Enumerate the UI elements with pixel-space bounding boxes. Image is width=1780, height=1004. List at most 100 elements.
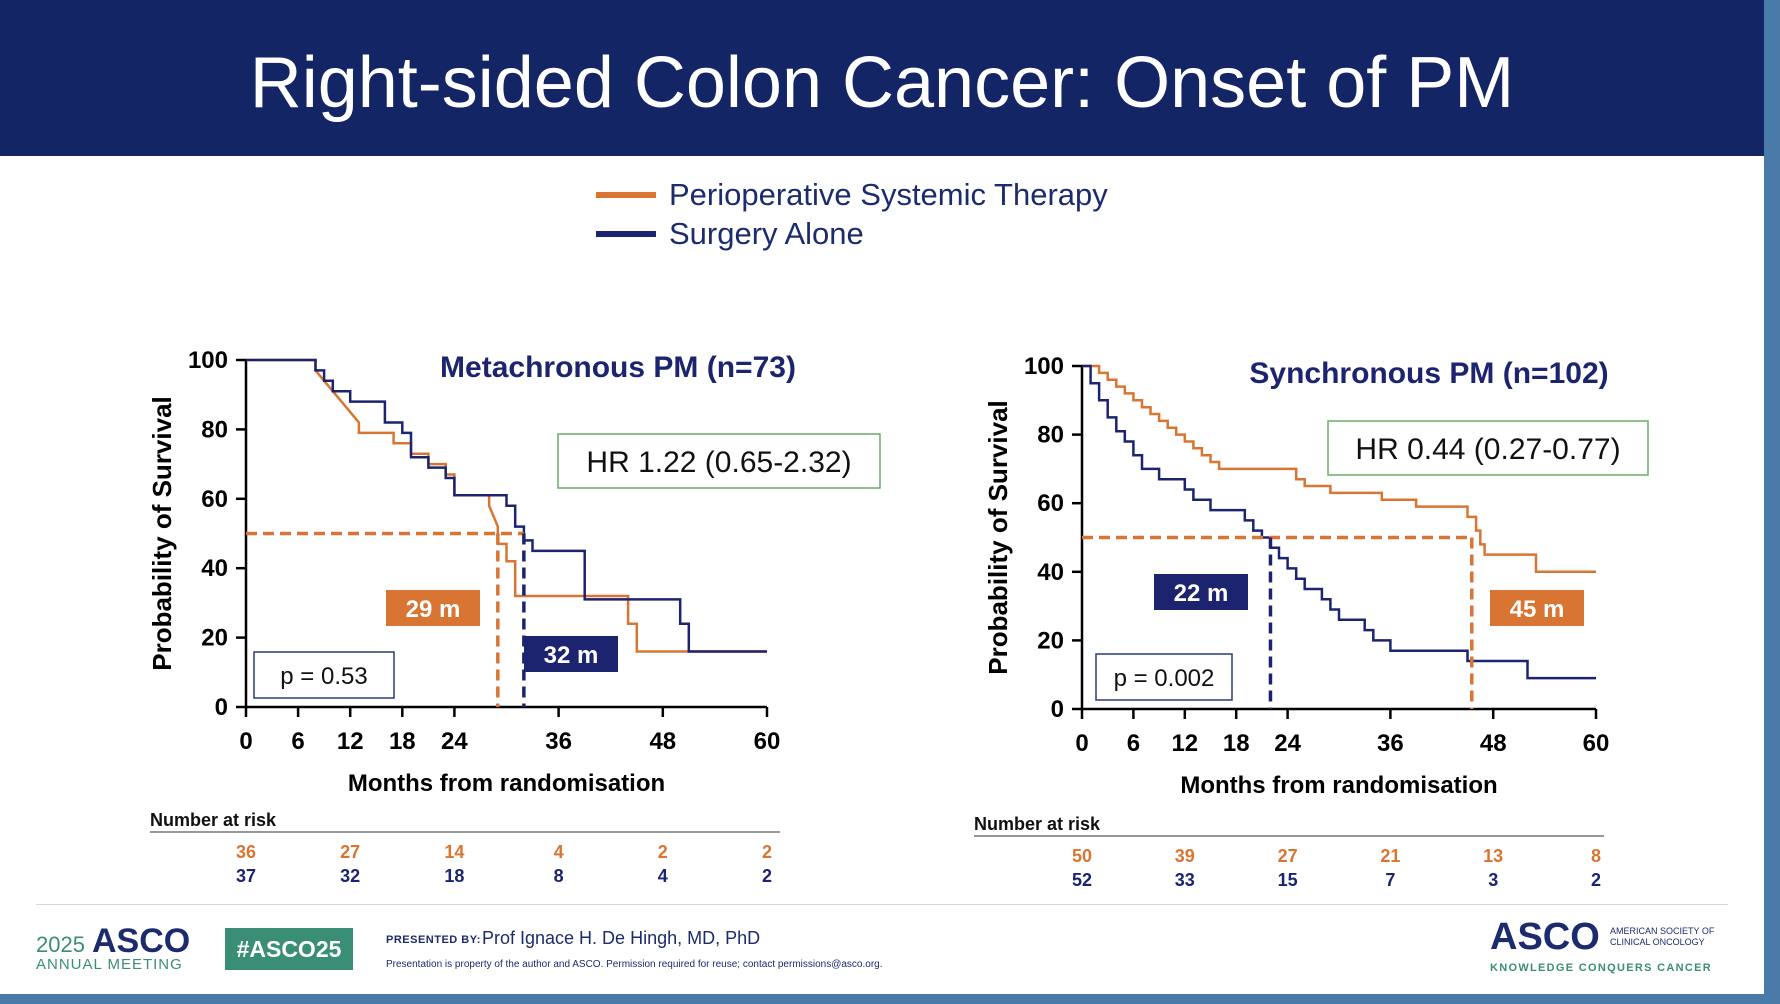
y-axis-label: Probability of Survival [983,400,1013,675]
x-tick-label: 6 [1127,730,1140,757]
x-tick-label: 48 [649,728,676,755]
km-curve-surgery [246,358,767,653]
risk-table-label: Number at risk [974,814,1101,834]
asco-annual-meeting-logo: 2025 ASCO ANNUAL MEETING [36,922,196,974]
y-tick-label: 20 [1037,627,1064,654]
x-axis-label: Months from randomisation [1180,772,1497,799]
asco-society-name: AMERICAN SOCIETY OF CLINICAL ONCOLOGY [1610,926,1715,947]
disclaimer: Presentation is property of the author a… [386,959,883,970]
x-axis-label: Months from randomisation [348,770,665,797]
risk-count-perioperative: 50 [1072,846,1092,866]
risk-count-surgery: 33 [1175,870,1195,890]
p-value-box [253,651,395,699]
y-tick-label: 100 [188,347,228,374]
median-label-box [1154,574,1248,610]
legend-swatch-surgery [596,231,656,237]
x-tick-label: 18 [389,728,416,755]
risk-count-perioperative: 14 [444,842,464,862]
x-tick-label: 60 [754,728,781,755]
risk-count-perioperative: 2 [762,842,772,862]
risk-count-perioperative: 21 [1380,846,1400,866]
median-label: 29 m [406,596,461,623]
y-axis-label: Probability of Survival [147,396,177,671]
asco-wordmark: ASCO [1490,916,1600,958]
median-label: 32 m [544,642,599,669]
risk-count-surgery: 3 [1488,870,1498,890]
risk-count-perioperative: 2 [658,842,668,862]
median-label: 45 m [1510,596,1565,623]
risk-count-perioperative: 39 [1175,846,1195,866]
title-bar: Right-sided Colon Cancer: Onset of PM [0,0,1764,156]
legend-swatch-perioperative [596,192,656,198]
y-tick-label: 80 [1037,422,1064,449]
y-tick-label: 80 [201,416,228,443]
risk-count-perioperative: 27 [340,842,360,862]
risk-count-surgery: 18 [444,866,464,886]
legend-label: Surgery Alone [669,216,864,251]
presenter-name: Prof Ignace H. De Hingh, MD, PhD [482,928,761,948]
risk-count-perioperative: 36 [236,842,256,862]
hazard-ratio-box [557,433,881,489]
p-value-text: p = 0.002 [1114,665,1215,692]
x-tick-label: 36 [1377,730,1404,757]
y-tick-label: 60 [201,486,228,513]
median-label-box [1490,590,1584,626]
y-tick-label: 100 [1024,353,1064,380]
km-curve-perioperative [246,358,767,653]
risk-count-perioperative: 13 [1483,846,1503,866]
presented-by-label: PRESENTED BY: [386,934,481,946]
y-tick-label: 40 [1037,559,1064,586]
risk-count-surgery: 2 [762,866,772,886]
meeting-year: 2025 [36,932,85,957]
x-tick-label: 24 [1274,730,1301,757]
risk-count-surgery: 32 [340,866,360,886]
y-tick-label: 40 [201,555,228,582]
risk-table-label: Number at risk [150,810,277,830]
x-tick-label: 12 [1171,730,1198,757]
slide-title: Right-sided Colon Cancer: Onset of PM [249,43,1515,123]
x-tick-label: 0 [1075,730,1088,757]
km-curve-surgery [1082,364,1596,680]
risk-count-surgery: 2 [1591,870,1601,890]
hazard-ratio-text: HR 0.44 (0.27-0.77) [1355,433,1620,466]
risk-count-surgery: 4 [658,866,668,886]
x-tick-label: 36 [545,728,572,755]
km-curve-perioperative [1082,364,1596,574]
x-tick-label: 48 [1480,730,1507,757]
x-tick-label: 12 [337,728,364,755]
y-tick-label: 60 [1037,490,1064,517]
x-tick-label: 60 [1583,730,1610,757]
y-tick-label: 20 [201,625,228,652]
x-tick-label: 6 [291,728,304,755]
asco-tagline: KNOWLEDGE CONQUERS CANCER [1490,962,1712,974]
risk-count-surgery: 8 [554,866,564,886]
risk-count-perioperative: 27 [1278,846,1298,866]
chart-title: Synchronous PM (n=102) [1249,357,1608,390]
x-tick-label: 0 [239,728,252,755]
risk-count-surgery: 52 [1072,870,1092,890]
risk-count-surgery: 7 [1385,870,1395,890]
hazard-ratio-text: HR 1.22 (0.65-2.32) [586,446,851,479]
median-label: 22 m [1174,580,1229,607]
risk-count-surgery: 37 [236,866,256,886]
p-value-text: p = 0.53 [280,663,367,690]
chart-title: Metachronous PM (n=73) [440,351,796,384]
risk-count-surgery: 15 [1278,870,1298,890]
hashtag-badge: #ASCO25 [225,928,353,970]
risk-count-perioperative: 8 [1591,846,1601,866]
p-value-box [1095,653,1233,701]
y-tick-label: 0 [1051,696,1064,723]
median-label-box [524,636,618,672]
meeting-brand: ASCO [92,922,191,960]
asco-logo: ASCO AMERICAN SOCIETY OF CLINICAL ONCOLO… [1490,916,1730,978]
hazard-ratio-box [1327,420,1649,476]
x-tick-label: 18 [1223,730,1250,757]
median-label-box [386,590,480,626]
y-tick-label: 0 [215,694,228,721]
risk-count-perioperative: 4 [554,842,564,862]
legend-label: Perioperative Systemic Therapy [669,177,1108,212]
meeting-name: ANNUAL MEETING [36,956,183,973]
x-tick-label: 24 [441,728,468,755]
